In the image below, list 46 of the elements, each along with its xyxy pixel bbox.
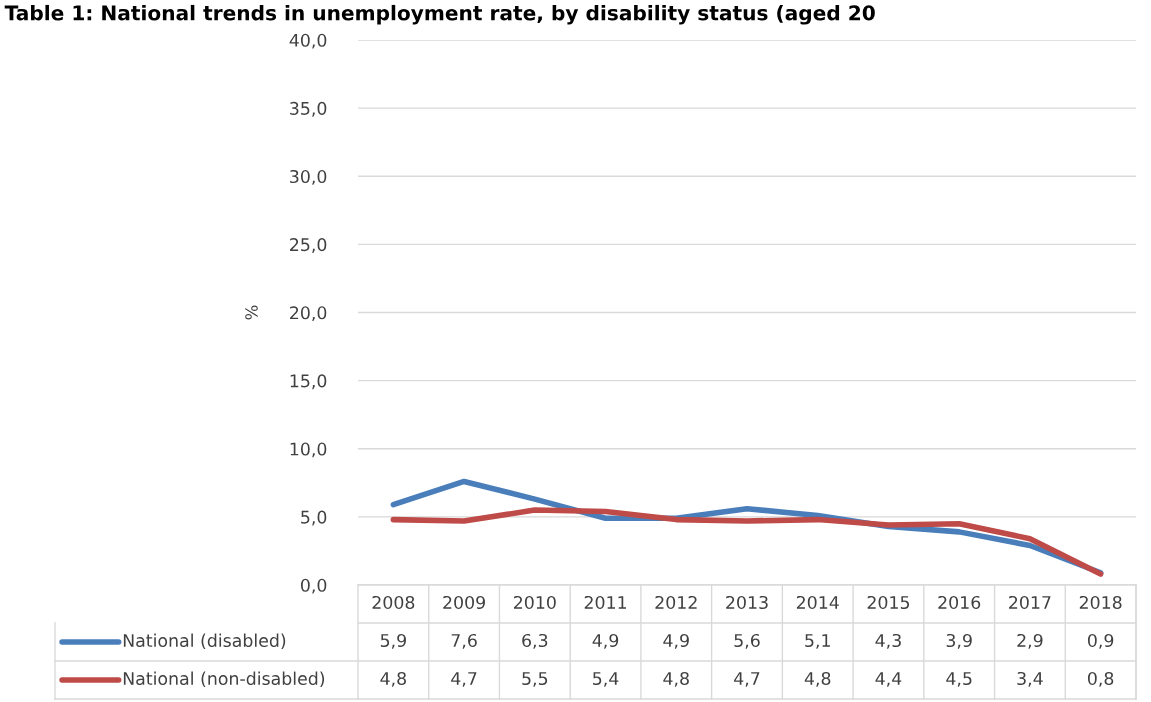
- data-label: 3,9: [946, 633, 972, 649]
- data-label: 5,4: [593, 672, 619, 687]
- y-tick-label: 10,0: [290, 442, 327, 458]
- data-label: 2,9: [1017, 633, 1043, 649]
- y-tick-label: 40,0: [289, 33, 327, 49]
- x-tick-label: 2013: [726, 595, 768, 610]
- x-tick-label: 2008: [372, 595, 415, 610]
- data-label: 4,8: [663, 671, 689, 687]
- data-label: 5,5: [522, 672, 548, 687]
- y-tick-label: 15,0: [290, 374, 327, 390]
- data-label: 4,7: [734, 672, 760, 687]
- y-axis-title: %: [245, 305, 258, 320]
- y-tick-label: 5,0: [301, 510, 327, 526]
- data-label: 4,3: [875, 633, 901, 649]
- y-tick-label: 0,0: [300, 578, 327, 594]
- chart-title: Table 1: National trends in unemployment rate, by disability status (aged 20: [4, 4, 875, 25]
- x-tick-label: 2018: [1079, 595, 1122, 610]
- x-tick-label: 2017: [1009, 595, 1051, 610]
- data-label: 4,9: [592, 633, 619, 649]
- x-tick-label: 2012: [655, 595, 697, 610]
- data-label: 4,4: [875, 672, 902, 687]
- x-tick-label: 2009: [443, 595, 485, 610]
- x-tick-label: 2011: [584, 595, 627, 610]
- data-label: 4,5: [946, 672, 972, 687]
- data-label: 7,6: [451, 633, 477, 649]
- x-tick-label: 2015: [867, 595, 910, 610]
- y-tick-label: 35,0: [290, 101, 327, 117]
- y-tick-label: 30,0: [290, 169, 327, 185]
- data-label: 0,9: [1087, 633, 1114, 649]
- data-label: 4,7: [451, 672, 477, 687]
- data-label: 6,3: [522, 633, 548, 649]
- data-label: 4,9: [663, 633, 689, 649]
- data-label: 5,9: [380, 633, 406, 649]
- y-tick-label: 20,0: [290, 306, 327, 322]
- data-label: 0,8: [1087, 671, 1114, 687]
- data-label: 4,8: [380, 671, 406, 687]
- x-tick-label: 2016: [938, 595, 981, 610]
- x-tick-label: 2014: [796, 595, 839, 610]
- data-label: 3,4: [1017, 671, 1043, 687]
- data-label: 4,8: [804, 671, 831, 687]
- legend-label: National (disabled): [123, 633, 286, 650]
- x-tick-label: 2010: [514, 595, 556, 610]
- data-label: 5,1: [805, 634, 830, 649]
- legend-label: National (non-disabled): [123, 671, 325, 688]
- data-label: 5,6: [734, 633, 760, 649]
- y-tick-label: 25,0: [290, 238, 327, 253]
